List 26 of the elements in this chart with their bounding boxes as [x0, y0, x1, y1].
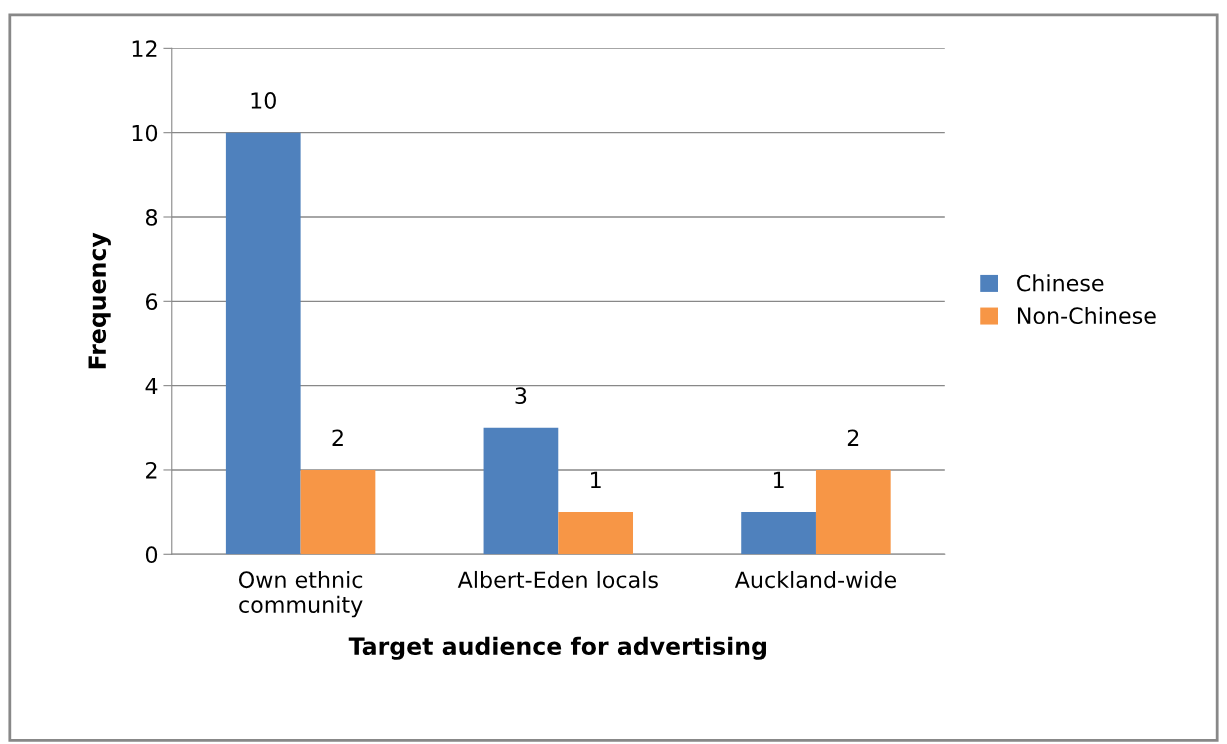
x-axis-title: Target audience for advertising — [348, 636, 766, 660]
legend-label: Non-Chinese — [1017, 306, 1156, 325]
x-tick-label: Own ethnic community — [238, 570, 363, 618]
y-tick-label: 8 — [145, 208, 158, 226]
bar — [483, 427, 559, 555]
y-tick-label: 2 — [146, 461, 157, 479]
y-tick-label: 6 — [146, 293, 158, 311]
x-tick-label: Albert-Eden locals — [457, 570, 658, 589]
y-tick-label: 0 — [145, 546, 158, 564]
data-label: 1 — [773, 471, 784, 489]
legend-label: Chinese — [1017, 274, 1104, 292]
y-tick-label: 4 — [145, 377, 158, 395]
data-label: 2 — [332, 429, 343, 446]
bar — [815, 469, 891, 555]
y-axis-title: Frequency — [88, 232, 111, 369]
data-label: 2 — [847, 429, 859, 446]
data-label: 3 — [515, 387, 527, 405]
x-tick-label: Auckland-wide — [734, 570, 897, 589]
y-tick-label: 12 — [132, 40, 157, 57]
bar — [225, 132, 301, 555]
y-tick-label: 10 — [132, 124, 158, 142]
data-label: 1 — [591, 471, 601, 489]
bar — [741, 512, 816, 555]
data-label: 10 — [251, 92, 276, 109]
bar — [300, 469, 376, 555]
bar — [558, 512, 634, 555]
